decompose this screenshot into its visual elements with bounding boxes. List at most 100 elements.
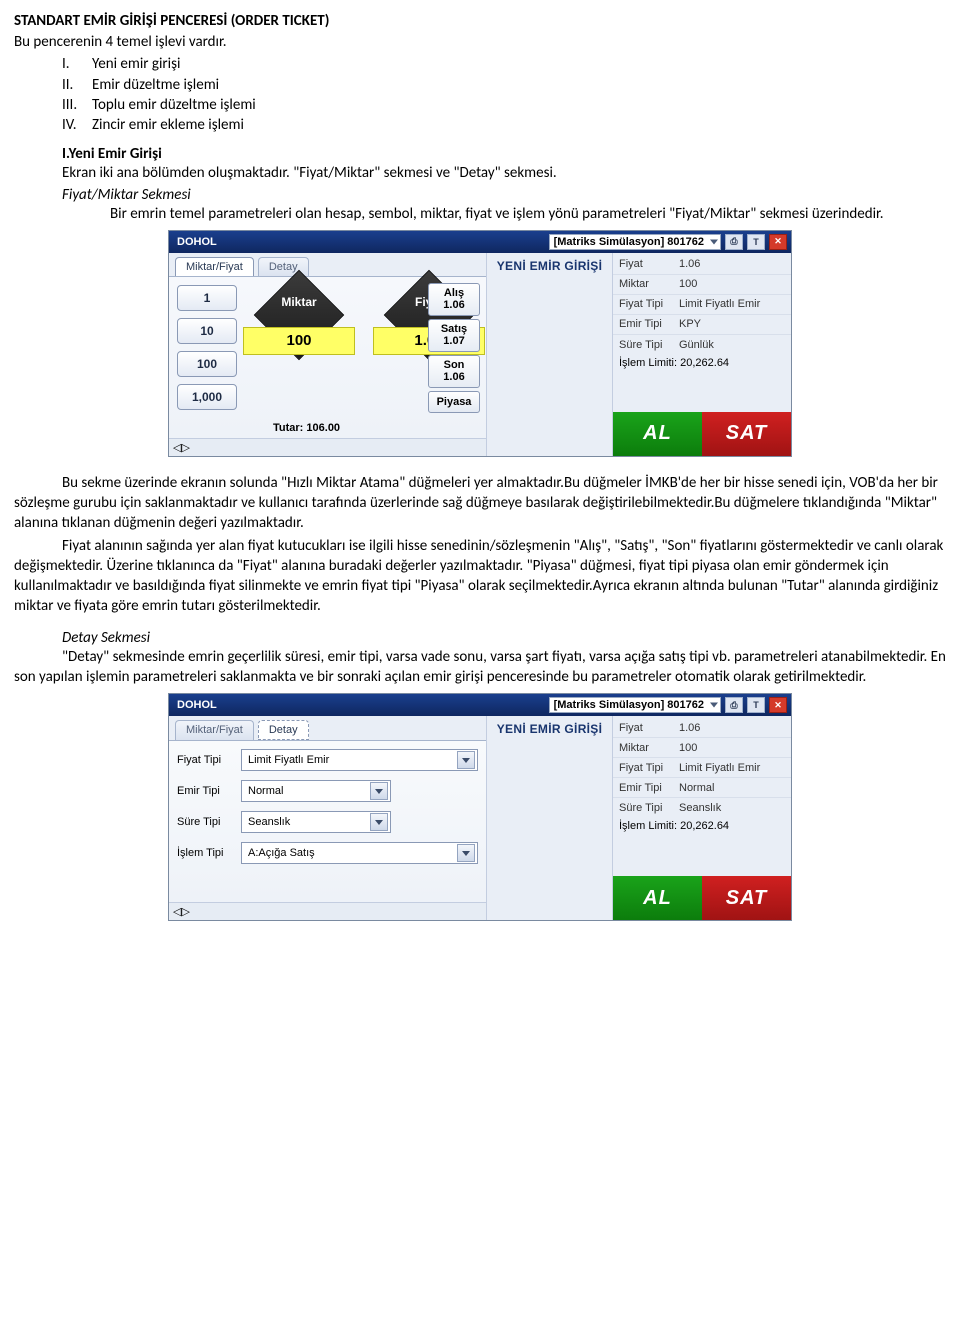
doc-title: STANDART EMİR GİRİŞİ PENCERESİ (ORDER TI… (14, 12, 946, 30)
tutar-label: Tutar: (273, 422, 306, 434)
tab-row: Miktar/Fiyat Detay (169, 253, 486, 276)
list-item-1: Yeni emir girişi (92, 55, 180, 73)
tutar-row: Tutar: 106.00 (273, 422, 340, 434)
tab-row: Miktar/Fiyat Detay (169, 716, 486, 740)
son-price-box[interactable]: Son 1.06 (428, 355, 480, 388)
quick-qty-button[interactable]: 1,000 (177, 384, 237, 410)
miktar-fiyat-panel: 1 10 100 1,000 Miktar 100 Fiya (169, 276, 486, 438)
tutar-value: 106.00 (306, 422, 340, 434)
titlebar: DOHOL [Matriks Simülasyon] 801762 ⎙ T ✕ (169, 694, 791, 716)
nav-strip[interactable]: ◁▷ (169, 902, 486, 920)
right-panel: Fiyat1.06 Miktar100 Fiyat TipiLimit Fiya… (613, 716, 791, 920)
info-etipi-k: Emir Tipi (613, 782, 679, 794)
satis-value: 1.07 (443, 335, 464, 347)
chevron-down-icon (710, 703, 718, 708)
order-info-table: Fiyat1.06 Miktar100 Fiyat TipiLimit Fiya… (613, 716, 791, 818)
list-num-3: III. (62, 95, 92, 115)
limit-row: İşlem Limiti: 20,262.64 (613, 818, 791, 838)
titlebar-print-icon[interactable]: ⎙ (725, 234, 743, 250)
info-miktar-v: 100 (679, 742, 791, 754)
chevron-down-icon[interactable] (370, 813, 388, 831)
quick-qty-button[interactable]: 1 (177, 285, 237, 311)
form-row-sure-tipi: Süre Tipi Seanslık (177, 811, 478, 833)
emir-tipi-select[interactable]: Normal (241, 780, 391, 802)
emir-tipi-value: Normal (248, 785, 283, 797)
section2-p: "Detay" sekmesinde emrin geçerlilik süre… (14, 647, 946, 688)
quick-qty-button[interactable]: 100 (177, 351, 237, 377)
close-icon[interactable]: ✕ (769, 234, 787, 250)
limit-row: İşlem Limiti: 20,262.64 (613, 355, 791, 375)
islem-tipi-select[interactable]: A:Açığa Satış (241, 842, 478, 864)
al-button[interactable]: AL (613, 876, 702, 920)
info-miktar-k: Miktar (613, 278, 679, 290)
tab-miktar-fiyat[interactable]: Miktar/Fiyat (175, 257, 254, 276)
mid-title: YENİ EMİR GİRİŞİ (497, 722, 602, 736)
section1-p1: Ekran iki ana bölümden oluşmaktadır. "Fi… (62, 163, 946, 183)
fiyat-tipi-label: Fiyat Tipi (177, 754, 241, 766)
info-ftipi-v: Limit Fiyatlı Emir (679, 762, 791, 774)
info-fiyat-k: Fiyat (613, 258, 679, 270)
miktar-diamond[interactable]: Miktar 100 (253, 281, 345, 381)
account-dropdown-label: [Matriks Simülasyon] 801762 (554, 699, 704, 711)
info-miktar-k: Miktar (613, 742, 679, 754)
tab-miktar-fiyat[interactable]: Miktar/Fiyat (175, 720, 254, 740)
right-panel: Fiyat1.06 Miktar100 Fiyat TipiLimit Fiya… (613, 253, 791, 456)
emir-tipi-label: Emir Tipi (177, 785, 241, 797)
window-symbol: DOHOL (177, 699, 217, 711)
doc-feature-list: I.Yeni emir girişi II.Emir düzeltme işle… (62, 54, 946, 135)
info-ftipi-v: Limit Fiyatlı Emir (679, 298, 791, 310)
account-dropdown[interactable]: [Matriks Simülasyon] 801762 (549, 697, 721, 713)
chevron-down-icon[interactable] (370, 782, 388, 800)
piyasa-button[interactable]: Piyasa (428, 391, 480, 413)
account-dropdown[interactable]: [Matriks Simülasyon] 801762 (549, 234, 721, 250)
list-item-2: Emir düzeltme işlemi (92, 76, 219, 94)
info-ftipi-k: Fiyat Tipi (613, 762, 679, 774)
order-info-table: Fiyat1.06 Miktar100 Fiyat TipiLimit Fiya… (613, 253, 791, 355)
section1-sub: Fiyat/Miktar Sekmesi (62, 186, 946, 204)
titlebar-t-icon[interactable]: T (747, 697, 765, 713)
fiyat-tipi-value: Limit Fiyatlı Emir (248, 754, 329, 766)
titlebar: DOHOL [Matriks Simülasyon] 801762 ⎙ T ✕ (169, 231, 791, 253)
quick-qty-button[interactable]: 10 (177, 318, 237, 344)
chevron-down-icon (710, 239, 718, 244)
titlebar-t-icon[interactable]: T (747, 234, 765, 250)
section1-heading: I.Yeni Emir Girişi (62, 145, 946, 163)
order-ticket-window-miktar: DOHOL [Matriks Simülasyon] 801762 ⎙ T ✕ … (168, 230, 792, 457)
sat-button[interactable]: SAT (702, 412, 791, 456)
al-sat-row: AL SAT (613, 412, 791, 456)
info-etipi-v: KPY (679, 318, 791, 330)
alis-price-box[interactable]: Alış 1.06 (428, 283, 480, 316)
al-button[interactable]: AL (613, 412, 702, 456)
fiyat-tipi-select[interactable]: Limit Fiyatlı Emir (241, 749, 478, 771)
list-num-2: II. (62, 75, 92, 95)
window-symbol: DOHOL (177, 236, 217, 248)
account-dropdown-label: [Matriks Simülasyon] 801762 (554, 236, 704, 248)
list-item-3: Toplu emir düzeltme işlemi (92, 96, 256, 114)
al-sat-row: AL SAT (613, 876, 791, 920)
list-num-1: I. (62, 54, 92, 74)
islem-tipi-label: İşlem Tipi (177, 847, 241, 859)
detay-panel: Fiyat Tipi Limit Fiyatlı Emir Emir Tipi … (169, 740, 486, 902)
info-stipi-k: Süre Tipi (613, 802, 679, 814)
sat-button[interactable]: SAT (702, 876, 791, 920)
section2-sub: Detay Sekmesi (62, 629, 946, 647)
form-row-emir-tipi: Emir Tipi Normal (177, 780, 478, 802)
chevron-down-icon[interactable] (457, 844, 475, 862)
titlebar-print-icon[interactable]: ⎙ (725, 697, 743, 713)
section1-p2-wrap: Bir emrin temel parametreleri olan hesap… (62, 204, 946, 224)
miktar-value[interactable]: 100 (243, 327, 355, 355)
chevron-down-icon[interactable] (457, 751, 475, 769)
nav-strip[interactable]: ◁▷ (169, 438, 486, 456)
doc-intro: Bu pencerenin 4 temel işlevi vardır. (14, 32, 946, 52)
close-icon[interactable]: ✕ (769, 697, 787, 713)
form-row-islem-tipi: İşlem Tipi A:Açığa Satış (177, 842, 478, 864)
miktar-label: Miktar (253, 295, 345, 309)
alis-value: 1.06 (443, 299, 464, 311)
para-after-img1-a: Bu sekme üzerinde ekranın solunda "Hızlı… (14, 473, 946, 534)
info-miktar-v: 100 (679, 278, 791, 290)
satis-price-box[interactable]: Satış 1.07 (428, 319, 480, 352)
info-fiyat-k: Fiyat (613, 722, 679, 734)
sure-tipi-select[interactable]: Seanslık (241, 811, 391, 833)
tab-detay[interactable]: Detay (258, 720, 309, 740)
form-row-fiyat-tipi: Fiyat Tipi Limit Fiyatlı Emir (177, 749, 478, 771)
